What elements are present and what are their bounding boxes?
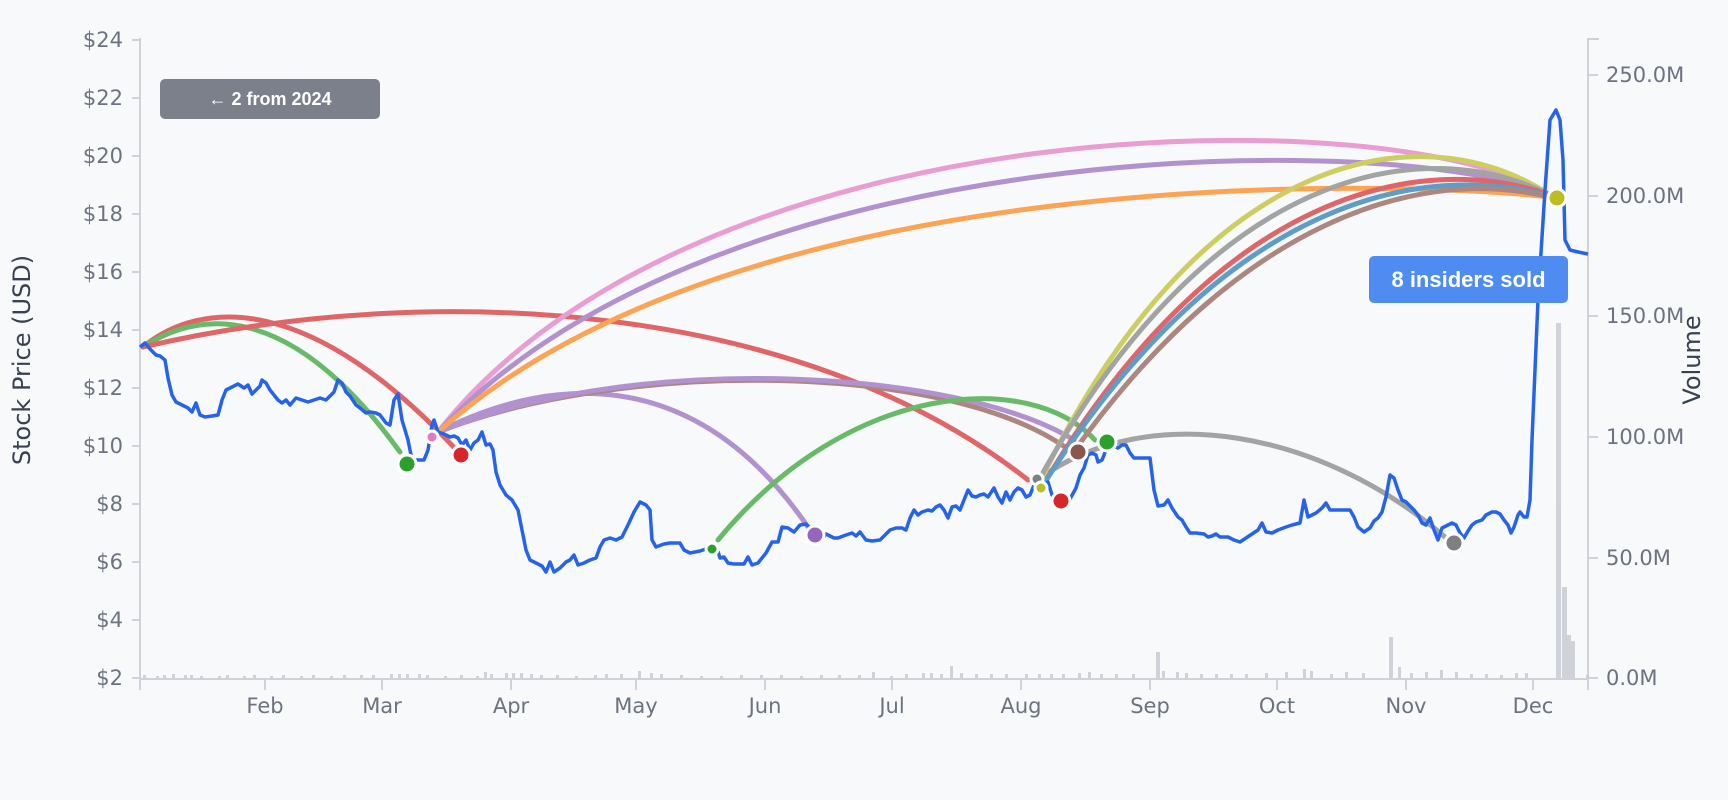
arc-aug-gray-to-dec bbox=[1037, 165, 1553, 481]
svg-text:Mar: Mar bbox=[362, 694, 402, 718]
svg-text:$22: $22 bbox=[83, 86, 123, 110]
stock-price-line bbox=[138, 108, 1589, 574]
marker-aug-yellow[interactable] bbox=[1033, 480, 1049, 496]
svg-text:$8: $8 bbox=[96, 492, 123, 516]
arc-may-green-to-aug bbox=[715, 396, 1098, 543]
svg-text:50.0M: 50.0M bbox=[1606, 546, 1671, 570]
svg-text:$2: $2 bbox=[96, 666, 123, 690]
svg-text:$18: $18 bbox=[83, 202, 123, 226]
right-axis bbox=[1587, 38, 1599, 690]
x-axis bbox=[139, 678, 1588, 690]
volume-bars bbox=[143, 323, 1589, 678]
arc-aug-brown-to-dec bbox=[1072, 186, 1553, 453]
marker-mar-pink[interactable] bbox=[424, 429, 440, 445]
svg-text:$24: $24 bbox=[83, 28, 123, 52]
arc-jan-red-to-mar bbox=[140, 314, 464, 458]
marker-mar-green[interactable] bbox=[396, 453, 418, 475]
svg-text:0.0M: 0.0M bbox=[1606, 666, 1658, 690]
svg-text:$10: $10 bbox=[83, 434, 123, 458]
svg-text:250.0M: 250.0M bbox=[1606, 63, 1684, 87]
insider-arcs bbox=[140, 137, 1553, 543]
left-axis bbox=[132, 38, 141, 680]
arc-mar-purple-to-aug bbox=[435, 376, 1077, 443]
svg-text:$14: $14 bbox=[83, 318, 123, 342]
svg-text:Nov: Nov bbox=[1386, 694, 1427, 718]
marker-jun-purple[interactable] bbox=[804, 524, 826, 546]
marker-aug-brown[interactable] bbox=[1067, 441, 1089, 463]
svg-text:Jul: Jul bbox=[877, 694, 904, 718]
svg-text:100.0M: 100.0M bbox=[1606, 425, 1684, 449]
previous-year-button[interactable]: ← 2 from 2024 bbox=[160, 79, 380, 119]
svg-text:200.0M: 200.0M bbox=[1606, 184, 1684, 208]
svg-text:150.0M: 150.0M bbox=[1606, 304, 1684, 328]
y2-axis-title: Volume bbox=[1678, 315, 1706, 404]
arc-jan-green-to-mar bbox=[140, 321, 403, 455]
marker-mar-red[interactable] bbox=[450, 444, 472, 466]
y-axis-title: Stock Price (USD) bbox=[8, 255, 36, 465]
svg-text:$12: $12 bbox=[83, 376, 123, 400]
arc-aug-red-to-dec bbox=[1042, 176, 1553, 485]
arc-aug-blue-to-dec bbox=[1042, 182, 1553, 485]
svg-text:Dec: Dec bbox=[1513, 694, 1554, 718]
svg-text:$4: $4 bbox=[96, 608, 123, 632]
svg-text:Oct: Oct bbox=[1259, 694, 1295, 718]
svg-text:Apr: Apr bbox=[493, 694, 530, 718]
marker-aug-red[interactable] bbox=[1050, 490, 1072, 512]
insider-markers[interactable] bbox=[396, 187, 1568, 557]
svg-text:$16: $16 bbox=[83, 260, 123, 284]
y-tick-labels: $24 $22 $20 $18 $16 $14 $12 $10 $8 $6 $4… bbox=[83, 28, 123, 690]
marker-may-green[interactable] bbox=[704, 541, 720, 557]
marker-aug-green[interactable] bbox=[1096, 431, 1118, 453]
marker-nov-gray[interactable] bbox=[1443, 532, 1465, 554]
svg-text:Feb: Feb bbox=[246, 694, 283, 718]
arc-mar-purple-to-jun bbox=[435, 391, 811, 530]
svg-text:Aug: Aug bbox=[1000, 694, 1041, 718]
svg-text:May: May bbox=[614, 694, 657, 718]
marker-dec-yellow[interactable] bbox=[1546, 187, 1568, 209]
svg-text:$6: $6 bbox=[96, 550, 123, 574]
svg-text:Sep: Sep bbox=[1130, 694, 1170, 718]
svg-text:Jun: Jun bbox=[747, 694, 782, 718]
svg-text:$20: $20 bbox=[83, 144, 123, 168]
insiders-sold-badge[interactable]: 8 insiders sold bbox=[1369, 256, 1568, 303]
y2-tick-labels: 250.0M 200.0M 150.0M 100.0M 50.0M 0.0M bbox=[1606, 63, 1684, 690]
arc-aug-yellow-to-dec bbox=[1037, 154, 1553, 485]
x-tick-labels: Feb Mar Apr May Jun Jul Aug Sep Oct Nov … bbox=[246, 694, 1553, 718]
